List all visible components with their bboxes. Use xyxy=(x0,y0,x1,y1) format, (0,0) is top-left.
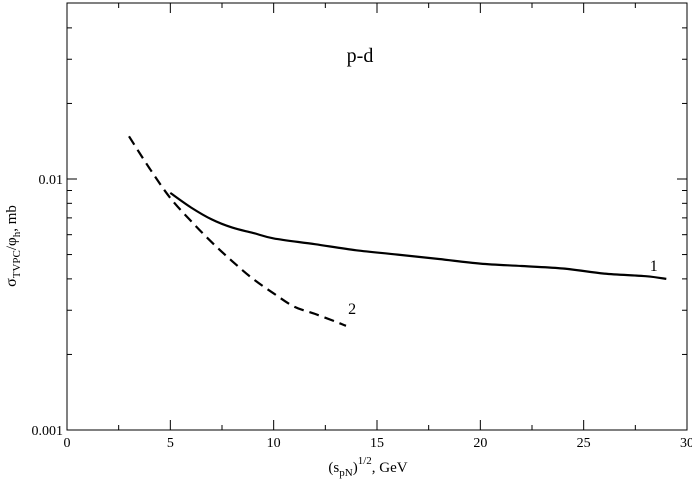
x-tick-label-4: 20 xyxy=(473,436,487,451)
series-layer xyxy=(128,135,667,327)
x-axis-label-tail: , GeV xyxy=(372,460,408,476)
axis-tick-labels: 0 5 10 15 20 25 30 0.001 0.01 xyxy=(32,173,692,451)
x-axis-label: (spN)1/2, GeV xyxy=(328,455,407,479)
plot-frame xyxy=(66,2,688,431)
x-tick-label-2: 10 xyxy=(267,436,281,451)
x-axis-label-sup: 1/2 xyxy=(358,455,372,467)
y-axis-label-sub: TVPC xyxy=(11,250,23,278)
x-tick-label-1: 5 xyxy=(167,436,174,451)
x-axis-label-close: ) xyxy=(353,460,358,476)
x-tick-label-3: 15 xyxy=(370,436,384,451)
reaction-annotation: p-d xyxy=(347,45,374,67)
y-tick-label-1: 0.01 xyxy=(39,173,64,188)
y-axis-label: σTVPC/φh, mb xyxy=(3,205,23,287)
series-line-2 xyxy=(128,135,347,327)
y-axis-label-tail: , mb xyxy=(4,205,20,232)
x-tick-label-5: 25 xyxy=(577,436,591,451)
x-tick-label-0: 0 xyxy=(64,436,71,451)
y-axis-label-mid: /φ xyxy=(4,237,20,250)
x-axis-label-sub: pN xyxy=(339,467,353,479)
series-line-1 xyxy=(169,192,667,280)
curve-label-2: 2 xyxy=(348,301,356,318)
curve-label-1: 1 xyxy=(650,258,658,275)
axis-ticks xyxy=(66,3,688,431)
y-axis-label-sub2: h xyxy=(11,231,23,237)
x-axis-label-base: (s xyxy=(328,460,339,476)
y-tick-label-0: 0.001 xyxy=(32,424,64,439)
y-axis-label-sigma: σ xyxy=(3,278,20,287)
x-tick-label-6: 30 xyxy=(680,436,692,451)
curve-labels: 12 xyxy=(348,258,658,318)
